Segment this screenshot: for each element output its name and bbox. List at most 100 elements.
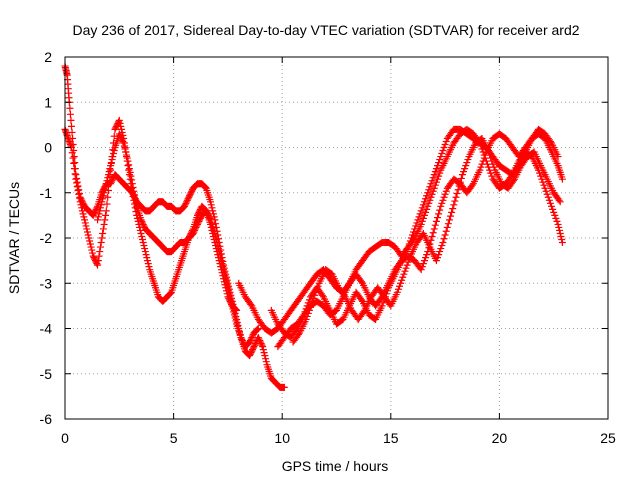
data-point-marker <box>432 165 440 173</box>
data-point-marker <box>424 189 432 197</box>
data-point-marker <box>109 153 117 161</box>
data-point-marker <box>212 232 220 240</box>
data-point-marker <box>125 161 133 169</box>
data-point-marker <box>213 239 221 247</box>
data-point-marker <box>318 291 326 299</box>
data-point-marker <box>95 210 103 218</box>
data-point-marker <box>422 254 430 262</box>
data-point-marker <box>438 242 446 250</box>
data-point-marker <box>400 270 408 278</box>
data-point-marker <box>246 338 254 346</box>
data-point-marker <box>96 243 104 251</box>
data-point-marker <box>129 183 137 191</box>
data-point-marker <box>107 159 115 167</box>
data-point-marker <box>86 240 94 248</box>
data-point-marker <box>104 174 112 182</box>
data-point-marker <box>393 288 401 296</box>
plot-frame <box>64 56 609 420</box>
data-point-marker <box>432 217 440 225</box>
data-point-marker <box>196 207 204 215</box>
data-point-marker <box>551 211 559 219</box>
data-point-marker <box>182 199 190 207</box>
data-point-marker <box>120 139 128 147</box>
data-point-marker <box>432 178 440 186</box>
data-point-marker <box>128 180 136 188</box>
data-point-marker <box>556 198 564 206</box>
data-point-marker <box>416 210 424 218</box>
data-point-marker <box>417 266 425 274</box>
data-point-marker <box>73 183 81 191</box>
data-point-marker <box>130 187 138 195</box>
data-point-marker <box>340 291 348 299</box>
data-point-marker <box>490 163 498 171</box>
data-point-marker <box>460 168 468 176</box>
data-point-marker <box>402 264 410 272</box>
data-point-marker <box>141 245 149 253</box>
data-point-marker <box>435 210 443 218</box>
y-tick-label: -4 <box>40 321 53 337</box>
data-point-marker <box>195 217 203 225</box>
data-point-marker <box>231 314 239 322</box>
data-point-marker <box>477 163 485 171</box>
data-point-marker <box>100 189 108 197</box>
data-point-marker <box>119 137 127 145</box>
data-point-marker <box>82 222 90 230</box>
data-point-marker <box>99 195 107 203</box>
x-axis-label: GPS time / hours <box>282 458 389 474</box>
y-axis-label: SDTVAR / TECUs <box>6 182 22 294</box>
data-point-marker <box>303 312 311 320</box>
data-point-marker <box>404 258 412 266</box>
data-point-marker <box>395 282 403 290</box>
data-point-marker <box>99 192 107 200</box>
data-point-marker <box>539 178 547 186</box>
data-point-marker <box>196 214 204 222</box>
data-point-marker <box>488 157 496 165</box>
data-point-marker <box>120 142 128 150</box>
data-point-marker <box>555 196 563 204</box>
data-point-marker <box>554 220 562 228</box>
data-point-marker <box>453 190 461 198</box>
data-point-marker <box>432 257 440 265</box>
grid-lines <box>65 57 608 419</box>
data-point-marker <box>229 305 237 313</box>
data-point-marker <box>440 235 448 243</box>
axis-ticks <box>64 56 609 420</box>
data-point-marker <box>254 334 262 342</box>
data-point-marker <box>251 341 259 349</box>
data-point-marker <box>131 191 139 199</box>
data-point-marker <box>426 196 434 204</box>
data-point-marker <box>144 257 152 265</box>
data-point-marker <box>70 153 78 161</box>
data-point-marker <box>110 150 118 158</box>
data-point-marker <box>128 176 136 184</box>
data-point-marker <box>91 208 99 216</box>
x-tick-label: 25 <box>600 430 616 446</box>
data-point-marker <box>428 177 436 185</box>
data-point-marker <box>193 222 201 230</box>
data-point-marker <box>83 225 91 233</box>
data-point-marker <box>145 263 153 271</box>
data-point-marker <box>262 358 270 366</box>
data-point-marker <box>137 216 145 224</box>
data-point-marker <box>139 220 147 228</box>
data-point-marker <box>429 187 437 195</box>
data-point-marker <box>249 332 257 340</box>
data-point-marker <box>115 130 123 138</box>
data-point-marker <box>140 222 148 230</box>
data-marks <box>61 62 566 391</box>
data-point-marker <box>415 213 423 221</box>
data-point-marker <box>201 183 209 191</box>
data-point-marker <box>546 137 554 145</box>
data-point-marker <box>136 226 144 234</box>
data-point-marker <box>478 160 486 168</box>
data-point-marker <box>193 220 201 228</box>
data-point-marker <box>424 202 432 210</box>
data-point-marker <box>183 198 191 206</box>
data-point-marker <box>180 202 188 210</box>
data-point-marker <box>423 251 431 259</box>
data-point-marker <box>92 205 100 213</box>
data-point-marker <box>548 202 556 210</box>
data-point-marker <box>183 196 191 204</box>
data-point-marker <box>98 198 106 206</box>
data-point-marker <box>456 178 464 186</box>
